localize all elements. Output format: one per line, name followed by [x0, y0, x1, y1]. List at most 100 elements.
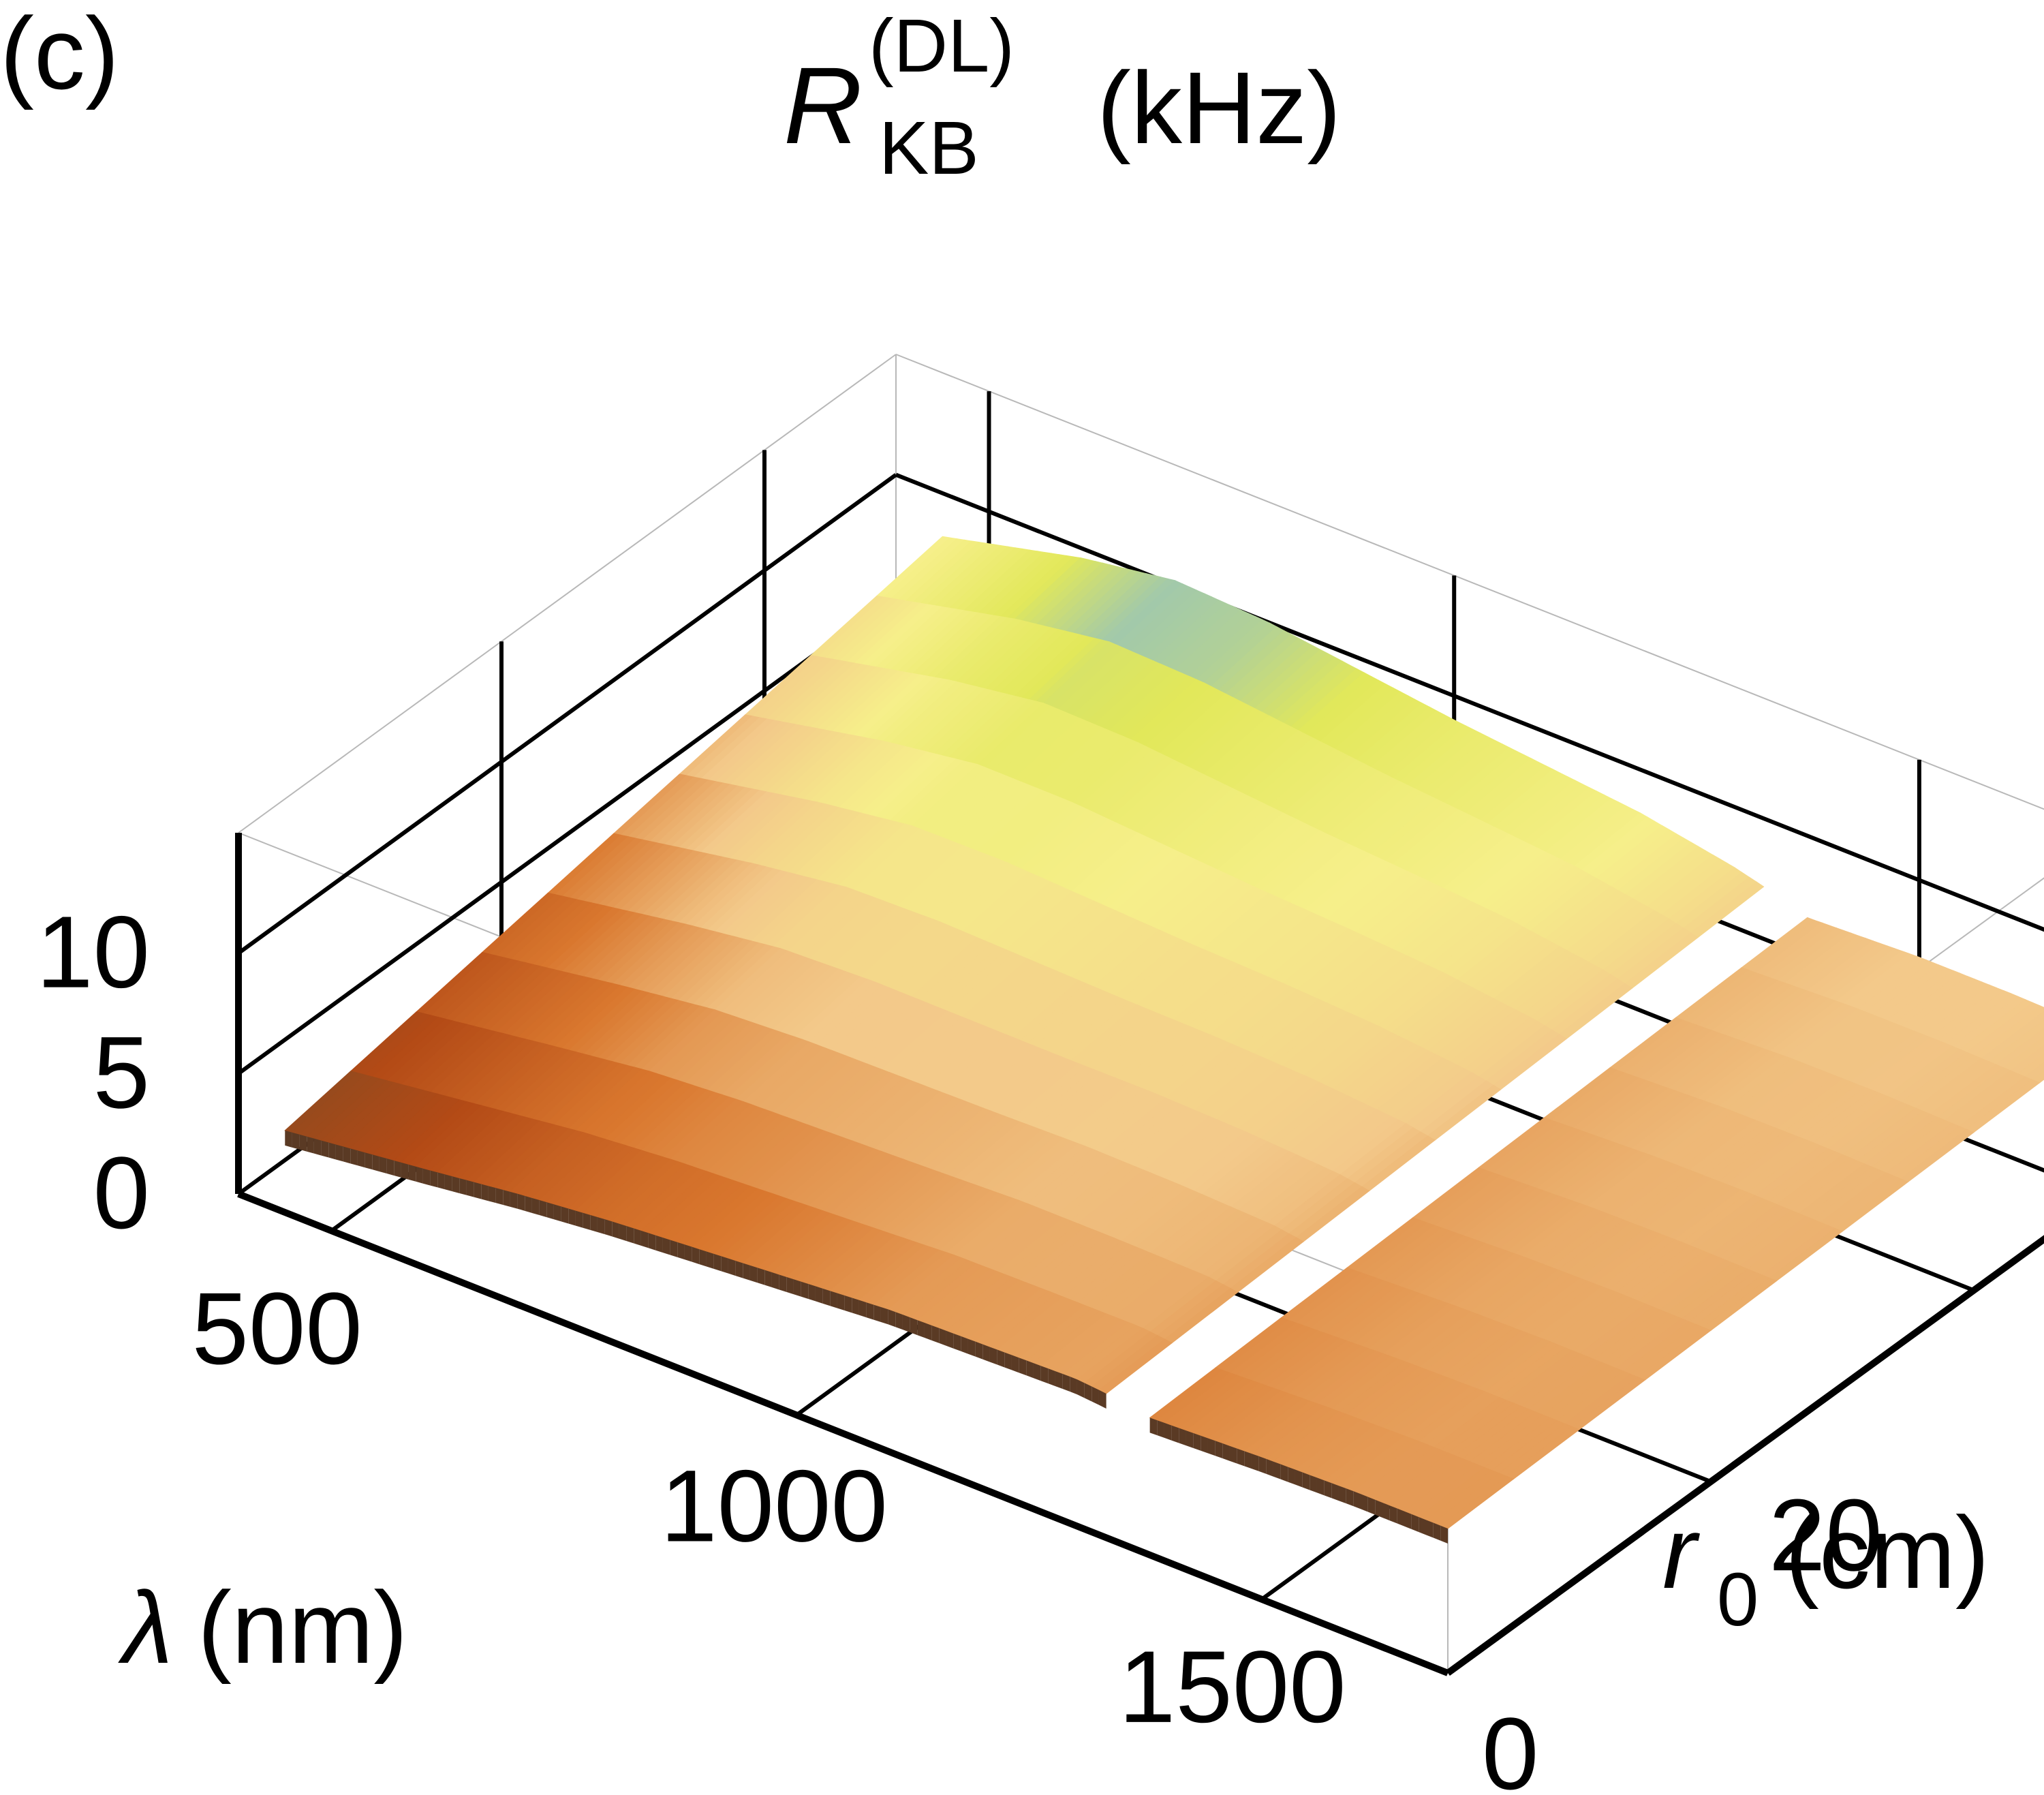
surface-front-edge — [910, 1317, 918, 1336]
surface-front-edge — [634, 1228, 641, 1246]
surface-front-edge — [1280, 1464, 1288, 1482]
surface-front-edge — [1258, 1456, 1267, 1474]
surface-front-edge — [466, 1180, 474, 1197]
surface-front-edge — [946, 1330, 954, 1349]
surface-front-edge — [553, 1204, 561, 1222]
surface-front-edge — [1033, 1363, 1041, 1381]
surface-front-edge — [858, 1300, 867, 1318]
surface-front-edge — [343, 1146, 351, 1164]
z-tick-label: 0 — [93, 1135, 150, 1250]
surface-front-edge — [1011, 1355, 1019, 1373]
surface-front-edge — [1048, 1368, 1055, 1387]
surface-front-edge — [648, 1233, 656, 1251]
surface-front-edge — [902, 1315, 910, 1333]
surface-front-edge — [866, 1302, 874, 1320]
grid-line-back-z — [895, 472, 2044, 932]
surface-front-edge — [931, 1325, 940, 1343]
surface-front-edge — [1004, 1352, 1012, 1370]
surface-front-edge — [808, 1284, 816, 1302]
y-title-symbol: r — [1662, 1495, 1700, 1610]
surface-front-edge — [1404, 1511, 1412, 1529]
surface-front-edge — [967, 1338, 976, 1357]
surface-front-edge — [1237, 1448, 1245, 1467]
surface-front-edge — [1229, 1445, 1237, 1464]
surface-front-edge — [437, 1172, 445, 1190]
surface-front-edge — [1055, 1371, 1063, 1390]
surface-front-edge — [873, 1304, 881, 1322]
surface-front-edge — [1310, 1475, 1317, 1493]
y-axis-title: r 0 (cm) — [1662, 1495, 1989, 1642]
surface-front-edge — [386, 1159, 394, 1176]
surface-front-edge — [997, 1349, 1005, 1368]
surface-front-edge — [640, 1230, 649, 1248]
y-title-subscript: 0 — [1717, 1558, 1759, 1642]
surface-front-edge — [779, 1274, 787, 1292]
surface-front-edge — [1353, 1491, 1361, 1509]
surface-front-edge — [975, 1341, 983, 1360]
surface — [284, 536, 2044, 1544]
surface-front-edge — [299, 1134, 307, 1152]
surface-front-edge — [335, 1144, 343, 1162]
surface-front-edge — [575, 1210, 583, 1228]
surface-front-edge — [917, 1320, 925, 1338]
surface-front-edge — [662, 1238, 670, 1255]
surface-front-edge — [372, 1154, 380, 1172]
surface-front-edge — [713, 1253, 722, 1272]
surface-front-edge — [379, 1156, 387, 1174]
surface-front-edge — [735, 1261, 743, 1278]
x-axis-title: λ (nm) — [118, 1570, 407, 1685]
z-tick-label: 5 — [93, 1015, 150, 1129]
surface-front-edge — [328, 1142, 336, 1160]
surface-front-edge — [1346, 1488, 1354, 1507]
surface-front-edge — [292, 1132, 300, 1150]
surface-front-edge — [1411, 1514, 1419, 1533]
surface-front-edge — [749, 1265, 758, 1283]
surface-front-edge — [692, 1246, 700, 1265]
z-title-symbol: R — [784, 44, 863, 166]
surface-front-edge — [452, 1176, 460, 1193]
x-title-unit: (nm) — [198, 1570, 407, 1685]
surface-front-edge — [1419, 1517, 1426, 1535]
surface-front-edge — [583, 1212, 591, 1230]
surface-front-edge — [1019, 1357, 1027, 1376]
surface-front-edge — [1425, 1520, 1434, 1538]
surface-front-edge — [408, 1164, 416, 1182]
surface-front-edge — [1084, 1383, 1092, 1402]
y-tick-label: 20 — [1769, 1477, 1883, 1592]
surface-front-edge — [880, 1306, 888, 1325]
surface-front-edge — [1215, 1441, 1223, 1459]
surface-front-edge — [728, 1258, 736, 1276]
box-edge — [238, 354, 897, 833]
tick-labels: 50010001500020400510 — [36, 895, 2044, 1795]
surface-front-edge — [743, 1263, 750, 1280]
z-title-superscript: (DL) — [869, 4, 1015, 88]
x-tick-label: 1000 — [660, 1448, 888, 1563]
surface-front-edge — [793, 1279, 801, 1297]
z-title-unit: (kHz) — [1097, 50, 1341, 165]
surface-front-edge — [801, 1281, 809, 1300]
surface-front-edge — [982, 1344, 990, 1362]
surface-front-edge — [357, 1150, 365, 1168]
surface-front-edge — [1179, 1428, 1186, 1446]
surface-front-edge — [1324, 1480, 1332, 1499]
surface-front-edge — [1273, 1461, 1281, 1479]
surface-front-edge — [655, 1235, 663, 1253]
surface-front-edge — [1157, 1420, 1164, 1438]
surface-front-edge — [422, 1168, 431, 1186]
surface-front-edge — [1331, 1483, 1339, 1501]
surface-front-edge — [1251, 1454, 1259, 1471]
surface-front-edge — [677, 1242, 685, 1260]
surface-front-edge — [721, 1256, 728, 1274]
surface-front-edge — [394, 1160, 401, 1178]
surface-front-edge — [924, 1323, 932, 1340]
surface-front-edge — [1360, 1494, 1368, 1512]
surface-front-edge — [321, 1140, 329, 1158]
grid-line-side-z — [237, 473, 897, 955]
surface-front-edge — [1222, 1443, 1230, 1461]
axis-lines — [235, 833, 2044, 1676]
surface-front-edge — [1433, 1522, 1441, 1541]
surface-front-edge — [488, 1186, 496, 1203]
surface-front-edge — [459, 1178, 467, 1195]
surface-front-edge — [1149, 1417, 1158, 1436]
surface-front-edge — [953, 1333, 961, 1351]
